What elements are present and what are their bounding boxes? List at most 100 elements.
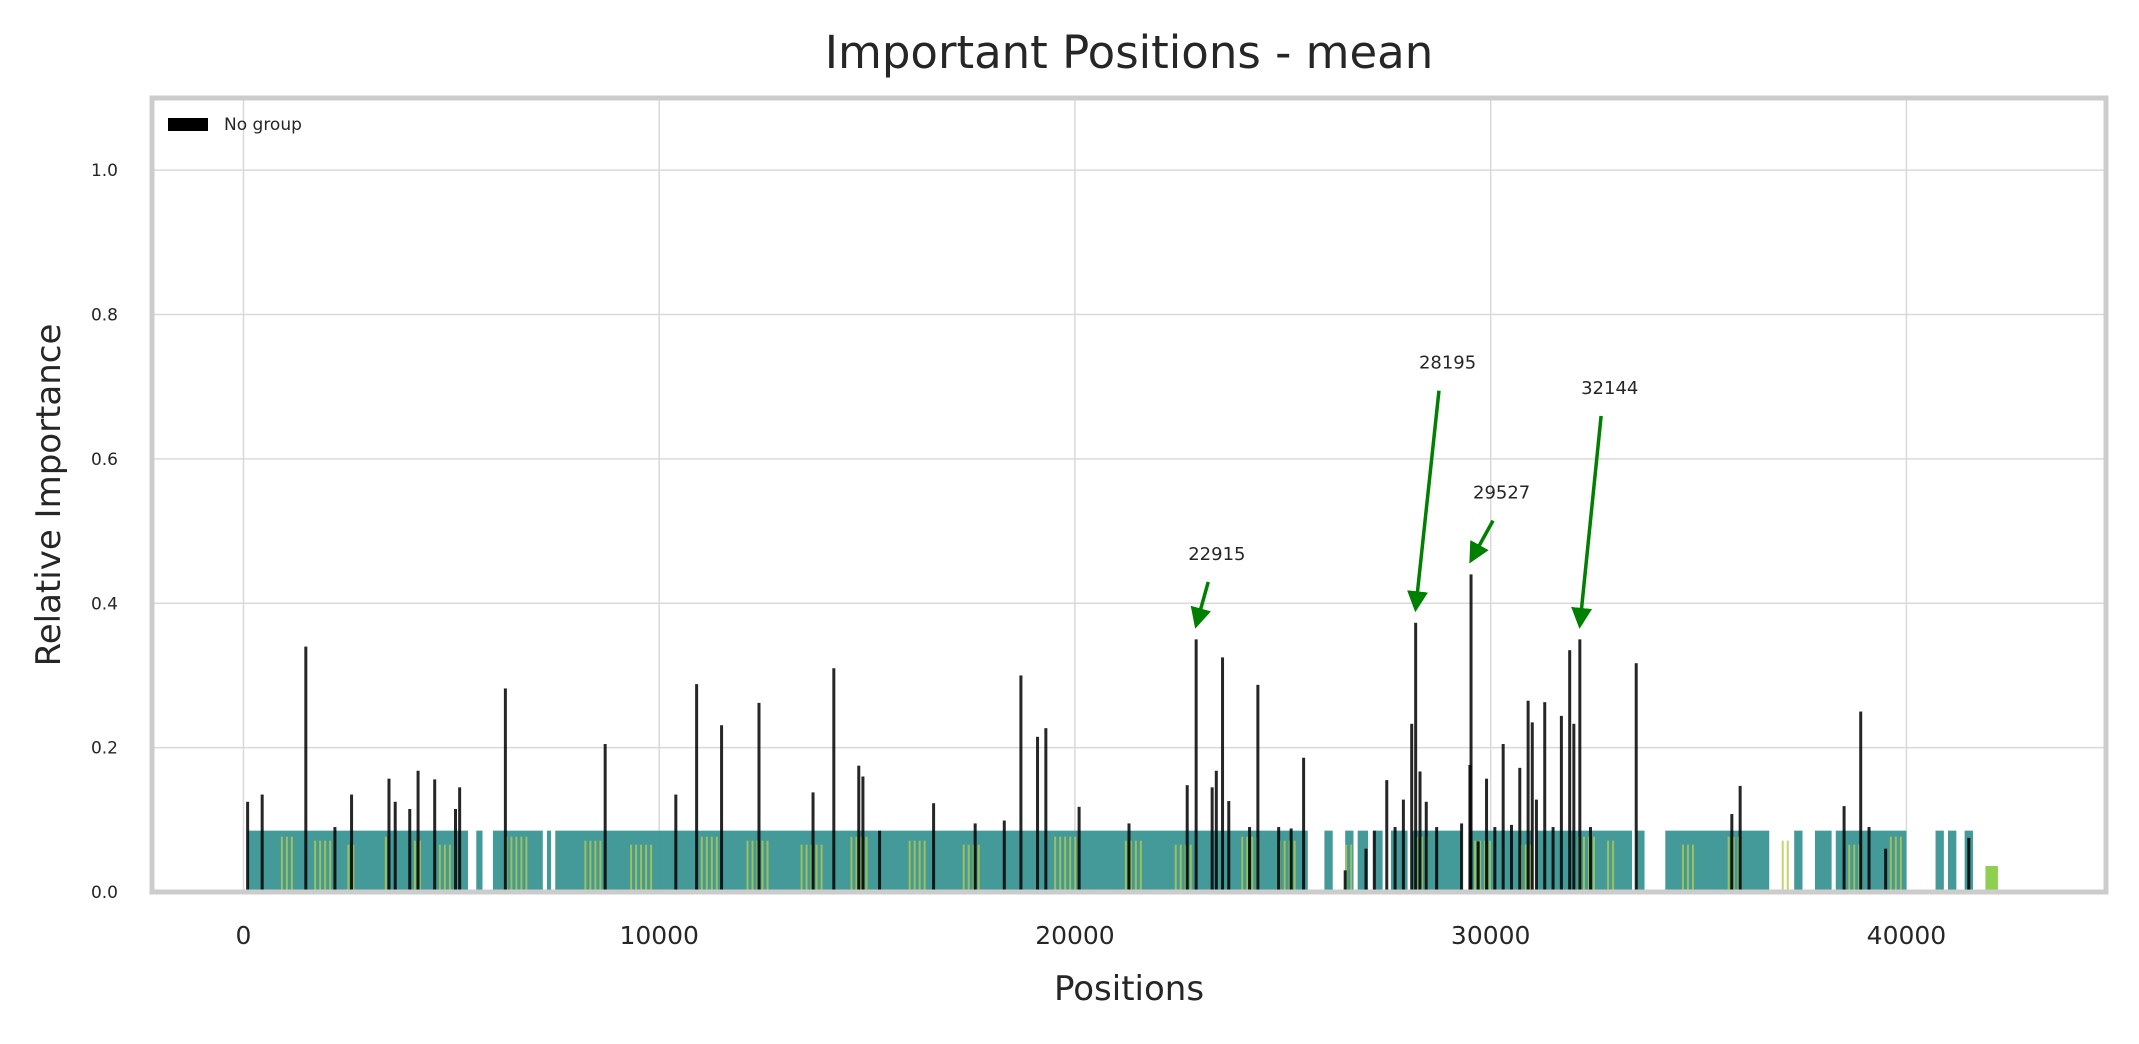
bar: [393, 801, 397, 892]
band-highlight: [1593, 836, 1596, 890]
band-highlight: [1583, 836, 1586, 890]
band-highlight: [1064, 836, 1067, 890]
band-segment: [546, 830, 552, 892]
annotation-layer: 22915 28195 29527 32144: [1188, 353, 1638, 629]
band-highlight: [1139, 840, 1142, 890]
bar: [1738, 785, 1742, 892]
bar: [1634, 663, 1638, 892]
bar: [857, 765, 861, 892]
annotation-label: 29527: [1473, 483, 1530, 504]
band-segment: [1357, 830, 1369, 892]
bar: [1967, 837, 1971, 892]
y-tick-label: 0.2: [91, 739, 118, 759]
band-highlight: [448, 844, 451, 890]
band-highlight: [800, 844, 803, 890]
bar: [387, 778, 391, 892]
band-highlight: [1489, 840, 1492, 890]
y-tick-label: 0.8: [91, 306, 118, 326]
band-highlight: [715, 836, 718, 890]
x-axis-label: Positions: [1054, 969, 1204, 1009]
band-highlight: [324, 840, 327, 890]
band-highlight: [761, 840, 764, 890]
band-highlight: [1479, 840, 1482, 890]
bar: [1568, 650, 1572, 892]
legend-swatch: [168, 118, 208, 131]
band-highlight: [384, 836, 387, 890]
bar: [811, 792, 815, 892]
band-highlight: [1241, 836, 1244, 890]
y-tick-label: 0.6: [91, 450, 118, 470]
band-segment: [1948, 830, 1957, 892]
band-highlight: [1179, 844, 1182, 890]
bar: [350, 794, 354, 892]
bar: [1418, 771, 1422, 892]
band-highlight: [515, 836, 518, 890]
band-segment: [1345, 830, 1354, 892]
bar: [1002, 820, 1006, 892]
bar: [1424, 801, 1428, 892]
bar: [1289, 828, 1293, 892]
bar: [416, 770, 420, 892]
band-highlight: [630, 844, 633, 890]
band-highlight: [1174, 844, 1177, 890]
bar: [1469, 574, 1473, 892]
band-highlight: [700, 836, 703, 890]
band-highlight: [1681, 844, 1684, 890]
bar: [1534, 799, 1538, 892]
band-highlight: [1069, 836, 1072, 890]
bar: [433, 779, 437, 892]
band-highlight: [855, 836, 858, 890]
bar: [1221, 657, 1225, 892]
band-highlight: [319, 840, 322, 890]
bar: [1185, 785, 1189, 892]
bar: [1518, 767, 1522, 892]
band-highlight: [705, 836, 708, 890]
x-tick-label: 30000: [1451, 921, 1531, 950]
bar: [1401, 799, 1405, 892]
bar: [1393, 827, 1397, 892]
bar: [1501, 744, 1505, 892]
band-highlight: [640, 844, 643, 890]
band-highlight: [918, 840, 921, 890]
bar: [1530, 722, 1534, 892]
bar: [1302, 757, 1306, 892]
bar: [246, 801, 250, 892]
band-highlight: [1420, 836, 1423, 890]
bar: [1509, 824, 1513, 892]
band-segment: [492, 830, 543, 892]
bar-series: [246, 574, 1971, 892]
band-highlight: [510, 836, 513, 890]
band-highlight: [1251, 836, 1254, 890]
band-highlight: [1691, 844, 1694, 890]
bar: [1227, 801, 1231, 892]
bar: [458, 787, 462, 892]
bar: [695, 684, 699, 892]
bar: [1214, 770, 1218, 892]
bar: [674, 794, 678, 892]
background-band: [247, 830, 1998, 892]
bar: [1019, 675, 1023, 892]
band-highlight: [645, 844, 648, 890]
band-highlight: [329, 840, 332, 890]
band-highlight: [520, 836, 523, 890]
band-highlight: [1134, 840, 1137, 890]
band-highlight: [413, 840, 416, 890]
band-highlight: [314, 840, 317, 890]
band-highlight: [1612, 840, 1615, 890]
band-highlight: [1124, 840, 1127, 890]
bar: [1248, 827, 1252, 892]
band-highlight: [1686, 844, 1689, 890]
bar: [260, 794, 264, 892]
y-axis-label: Relative Importance: [29, 324, 69, 667]
bar: [1256, 684, 1260, 892]
bar: [1385, 780, 1389, 892]
bar: [1588, 827, 1592, 892]
bar: [1435, 827, 1439, 892]
band-highlight: [1246, 836, 1249, 890]
bar: [1578, 639, 1582, 892]
plot-frame: [149, 95, 2109, 895]
band-highlight: [805, 844, 808, 890]
annotation-arrow: [1571, 415, 1603, 629]
annotation-label: 22915: [1188, 544, 1245, 565]
